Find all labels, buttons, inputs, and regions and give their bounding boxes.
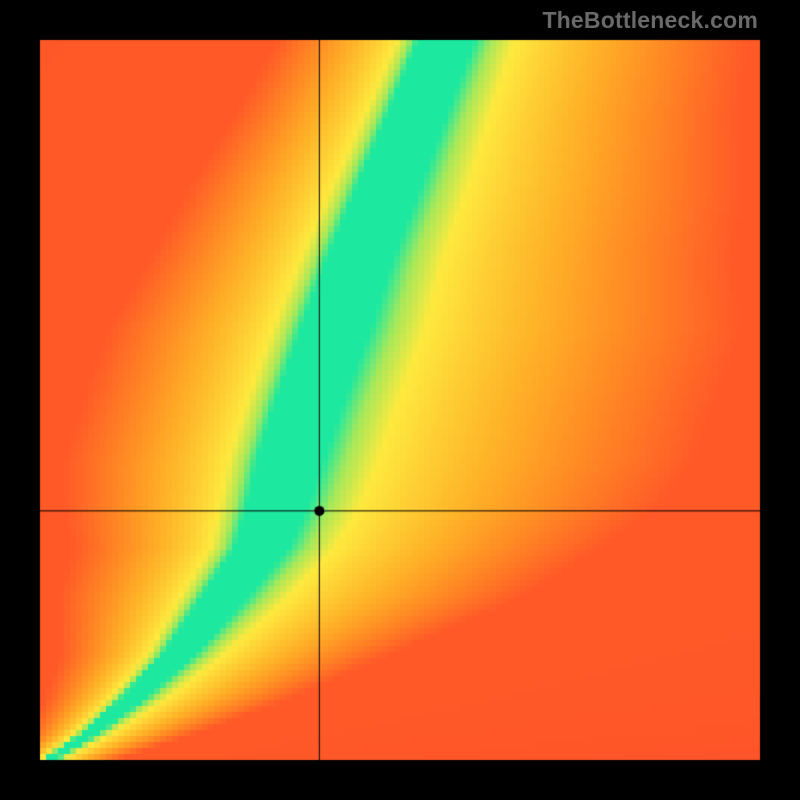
chart-frame: TheBottleneck.com [0,0,800,800]
watermark-text: TheBottleneck.com [542,7,758,34]
heatmap-canvas [0,0,800,800]
